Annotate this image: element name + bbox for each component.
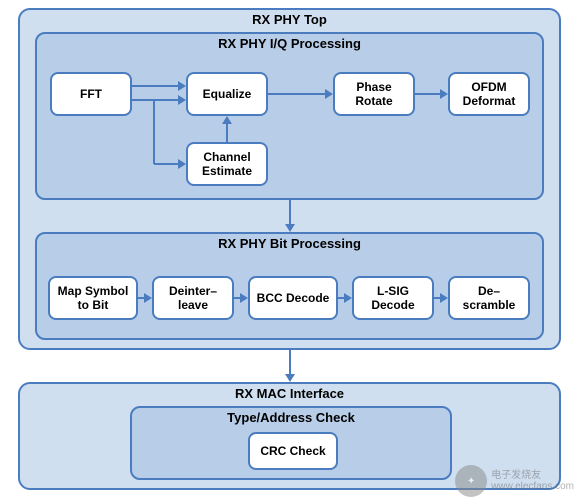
watermark-logo-icon: ✦ (455, 465, 487, 497)
arrowhead-icon (178, 95, 186, 105)
map-symbol-block: Map Symbolto Bit (48, 276, 138, 320)
arrowhead-icon (325, 89, 333, 99)
crc-check-block: CRC Check (248, 432, 338, 470)
type-address-check-title: Type/Address Check (130, 410, 452, 425)
watermark: ✦ 电子发烧友 www.elecfans.com (455, 465, 574, 497)
arrowhead-icon (285, 374, 295, 382)
fft-block: FFT (50, 72, 132, 116)
arrowhead-icon (440, 293, 448, 303)
ofdm-deformat-block: OFDMDeformat (448, 72, 530, 116)
watermark-text: 电子发烧友 www.elecfans.com (491, 470, 574, 492)
arrow-line (268, 93, 327, 95)
equalize-block: Equalize (186, 72, 268, 116)
rx-phy-bit-title: RX PHY Bit Processing (35, 236, 544, 251)
rx-mac-title: RX MAC Interface (18, 386, 561, 401)
deinterleave-block: Deinter–leave (152, 276, 234, 320)
phase-rotate-block: PhaseRotate (333, 72, 415, 116)
arrow-line (132, 85, 180, 87)
descramble-block: De–scramble (448, 276, 530, 320)
arrow-line (289, 350, 291, 376)
rx-phy-iq-box (35, 32, 544, 200)
arrow-line (154, 163, 180, 165)
lsig-decode-block: L-SIGDecode (352, 276, 434, 320)
arrowhead-icon (285, 224, 295, 232)
arrow-line (226, 122, 228, 142)
arrow-line (289, 200, 291, 226)
arrow-line (153, 100, 155, 164)
arrowhead-icon (440, 89, 448, 99)
arrowhead-icon (178, 81, 186, 91)
arrowhead-icon (344, 293, 352, 303)
arrowhead-icon (144, 293, 152, 303)
arrowhead-icon (178, 159, 186, 169)
rx-phy-iq-title: RX PHY I/Q Processing (35, 36, 544, 51)
arrowhead-icon (222, 116, 232, 124)
arrowhead-icon (240, 293, 248, 303)
bcc-decode-block: BCC Decode (248, 276, 338, 320)
arrow-line (415, 93, 442, 95)
channel-estimate-block: ChannelEstimate (186, 142, 268, 186)
arrow-line (132, 99, 180, 101)
rx-phy-top-title: RX PHY Top (18, 12, 561, 27)
